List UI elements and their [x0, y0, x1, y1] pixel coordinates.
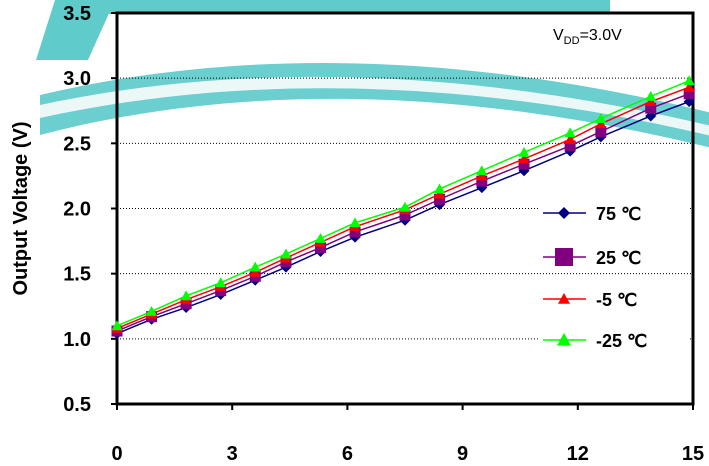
data-point	[564, 140, 576, 152]
data-point	[518, 158, 530, 170]
legend-label: 25 ℃	[596, 248, 641, 268]
y-tick-label: 3.5	[63, 3, 91, 25]
y-tick-label: 1.5	[63, 264, 91, 286]
series-3	[111, 75, 695, 331]
x-tick-label: 15	[682, 443, 704, 465]
data-point	[146, 305, 158, 316]
data-point	[683, 75, 695, 86]
data-point	[280, 248, 292, 259]
vdd-annotation-sub: DD	[564, 35, 580, 47]
legend-label: 75 ℃	[596, 204, 641, 224]
data-point	[518, 153, 530, 164]
data-point	[645, 90, 657, 101]
y-tick-label: 1.0	[63, 329, 91, 351]
vdd-annotation: VDD=3.0V	[553, 27, 622, 47]
data-point	[434, 193, 446, 205]
data-point	[399, 201, 411, 212]
data-point	[683, 88, 695, 100]
axis-ticks: 0.5 1.0 1.5 2.0 2.5 3.0 3.5 0 3 6 9 12 15	[63, 3, 704, 465]
x-tick-label: 12	[567, 443, 589, 465]
legend-marker	[555, 248, 573, 266]
series-2	[111, 81, 695, 333]
legend-item: 75 ℃	[538, 200, 688, 226]
data-point	[180, 290, 192, 301]
data-point	[349, 217, 361, 228]
legend-item: -25 ℃	[538, 327, 688, 353]
data-point	[645, 96, 657, 107]
legend-marker	[558, 293, 570, 304]
legend-item: -5 ℃	[538, 286, 688, 312]
legend-marker	[558, 207, 570, 219]
series-line	[116, 80, 690, 327]
data-point	[564, 127, 576, 138]
data-point	[399, 209, 411, 221]
vdd-annotation-main: V	[553, 27, 564, 44]
data-point	[683, 81, 695, 92]
legend-label: -25 ℃	[596, 331, 647, 351]
x-tick-label: 6	[342, 443, 353, 465]
watermark-swoosh	[36, 0, 709, 148]
data-point	[645, 102, 657, 114]
data-point	[111, 320, 123, 331]
data-point	[434, 188, 446, 199]
data-point	[249, 266, 261, 277]
data-point	[215, 277, 227, 288]
data-point	[595, 126, 607, 138]
y-tick-label: 2.5	[63, 133, 91, 155]
y-tick-label: 2.0	[63, 199, 91, 221]
legend-item: 25 ℃	[538, 244, 688, 270]
series-line	[116, 86, 690, 330]
data-point	[434, 183, 446, 194]
legend-marker	[557, 333, 571, 346]
series-line	[116, 100, 690, 335]
x-tick-label: 0	[111, 443, 122, 465]
y-axis-label: Output Voltage (V)	[10, 121, 32, 295]
data-point	[315, 242, 327, 254]
legend: 75 ℃ 25 ℃ -5 ℃ -25 ℃	[538, 200, 688, 353]
y-tick-label: 0.5	[63, 394, 91, 416]
vdd-annotation-rest: =3.0V	[580, 27, 623, 44]
series-line	[116, 93, 690, 332]
data-point	[315, 232, 327, 243]
data-point	[476, 170, 488, 181]
y-tick-label: 3.0	[63, 68, 91, 90]
x-tick-label: 3	[227, 443, 238, 465]
data-point	[476, 165, 488, 176]
series-group	[111, 75, 695, 340]
data-point	[476, 175, 488, 187]
data-point	[249, 261, 261, 272]
legend-label: -5 ℃	[596, 290, 637, 310]
data-point	[564, 133, 576, 144]
data-point	[595, 113, 607, 123]
data-point	[349, 226, 361, 238]
x-tick-label: 9	[457, 443, 468, 465]
data-point	[518, 146, 530, 157]
data-point	[595, 118, 607, 129]
